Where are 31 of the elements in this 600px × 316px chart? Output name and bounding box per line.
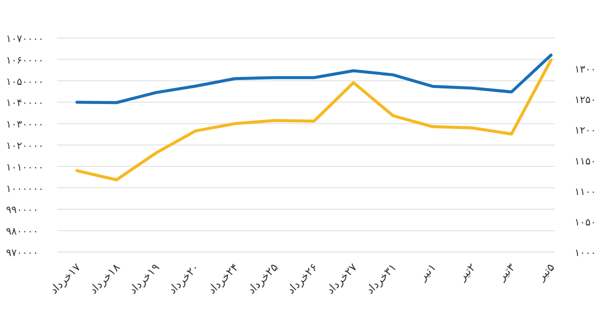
x-tick-label: ۲۴خرداد — [205, 260, 242, 297]
y2-tick-label: ۱۱۰۰ — [574, 186, 596, 198]
x-tick-label: ۵تیر — [534, 260, 558, 284]
y-tick-label: ۱۰۷۰۰۰۰ — [6, 34, 44, 45]
x-tick-label: ۱تیر — [416, 260, 439, 284]
y-tick-label: ۱۰۴۰۰۰۰ — [6, 98, 44, 110]
y2-tick-label: ۱۰۵۰ — [574, 217, 596, 228]
y2-tick-label: ۱۲۵۰ — [574, 95, 596, 106]
x-tick-label: ۳۱خرداد — [363, 260, 400, 297]
x-tick-label: ۲۶خرداد — [284, 260, 320, 297]
y2-tick-label: ۱۳۰۰ — [574, 64, 596, 76]
y-tick-label: ۱۰۵۰۰۰۰ — [6, 76, 44, 88]
y2-tick-label: ۱۲۰۰ — [574, 126, 596, 137]
y-tick-label: ۱۰۰۰۰۰۰ — [6, 184, 44, 195]
y2-tick-label: ۱۱۵۰ — [574, 156, 596, 168]
x-tick-label: ۳تیر — [494, 260, 518, 284]
x-tick-label: ۱۷خرداد — [47, 260, 84, 297]
x-tick-label: ۲تیر — [455, 260, 478, 284]
y-tick-label: ۹۹۰۰۰۰ — [6, 205, 38, 216]
y2-tick-label: ۱۰۰۰ — [574, 248, 596, 259]
x-tick-label: ۲۷خرداد — [324, 260, 360, 297]
x-tick-label: ۲۵خرداد — [244, 260, 281, 297]
y-tick-label: ۹۷۰۰۰۰ — [6, 248, 38, 259]
x-tick-label: ۲۰خرداد — [166, 260, 202, 297]
y-tick-label: ۱۰۳۰۰۰۰ — [6, 120, 44, 131]
y-tick-label: ۱۰۲۰۰۰۰ — [6, 141, 44, 152]
x-tick-label: ۱۹خرداد — [126, 260, 162, 297]
y-tick-label: ۹۸۰۰۰۰ — [6, 226, 38, 238]
x-tick-label: ۱۸خرداد — [86, 260, 123, 297]
y-tick-label: ۱۰۱۰۰۰۰ — [6, 162, 44, 174]
y-tick-label: ۱۰۶۰۰۰۰ — [6, 55, 44, 66]
